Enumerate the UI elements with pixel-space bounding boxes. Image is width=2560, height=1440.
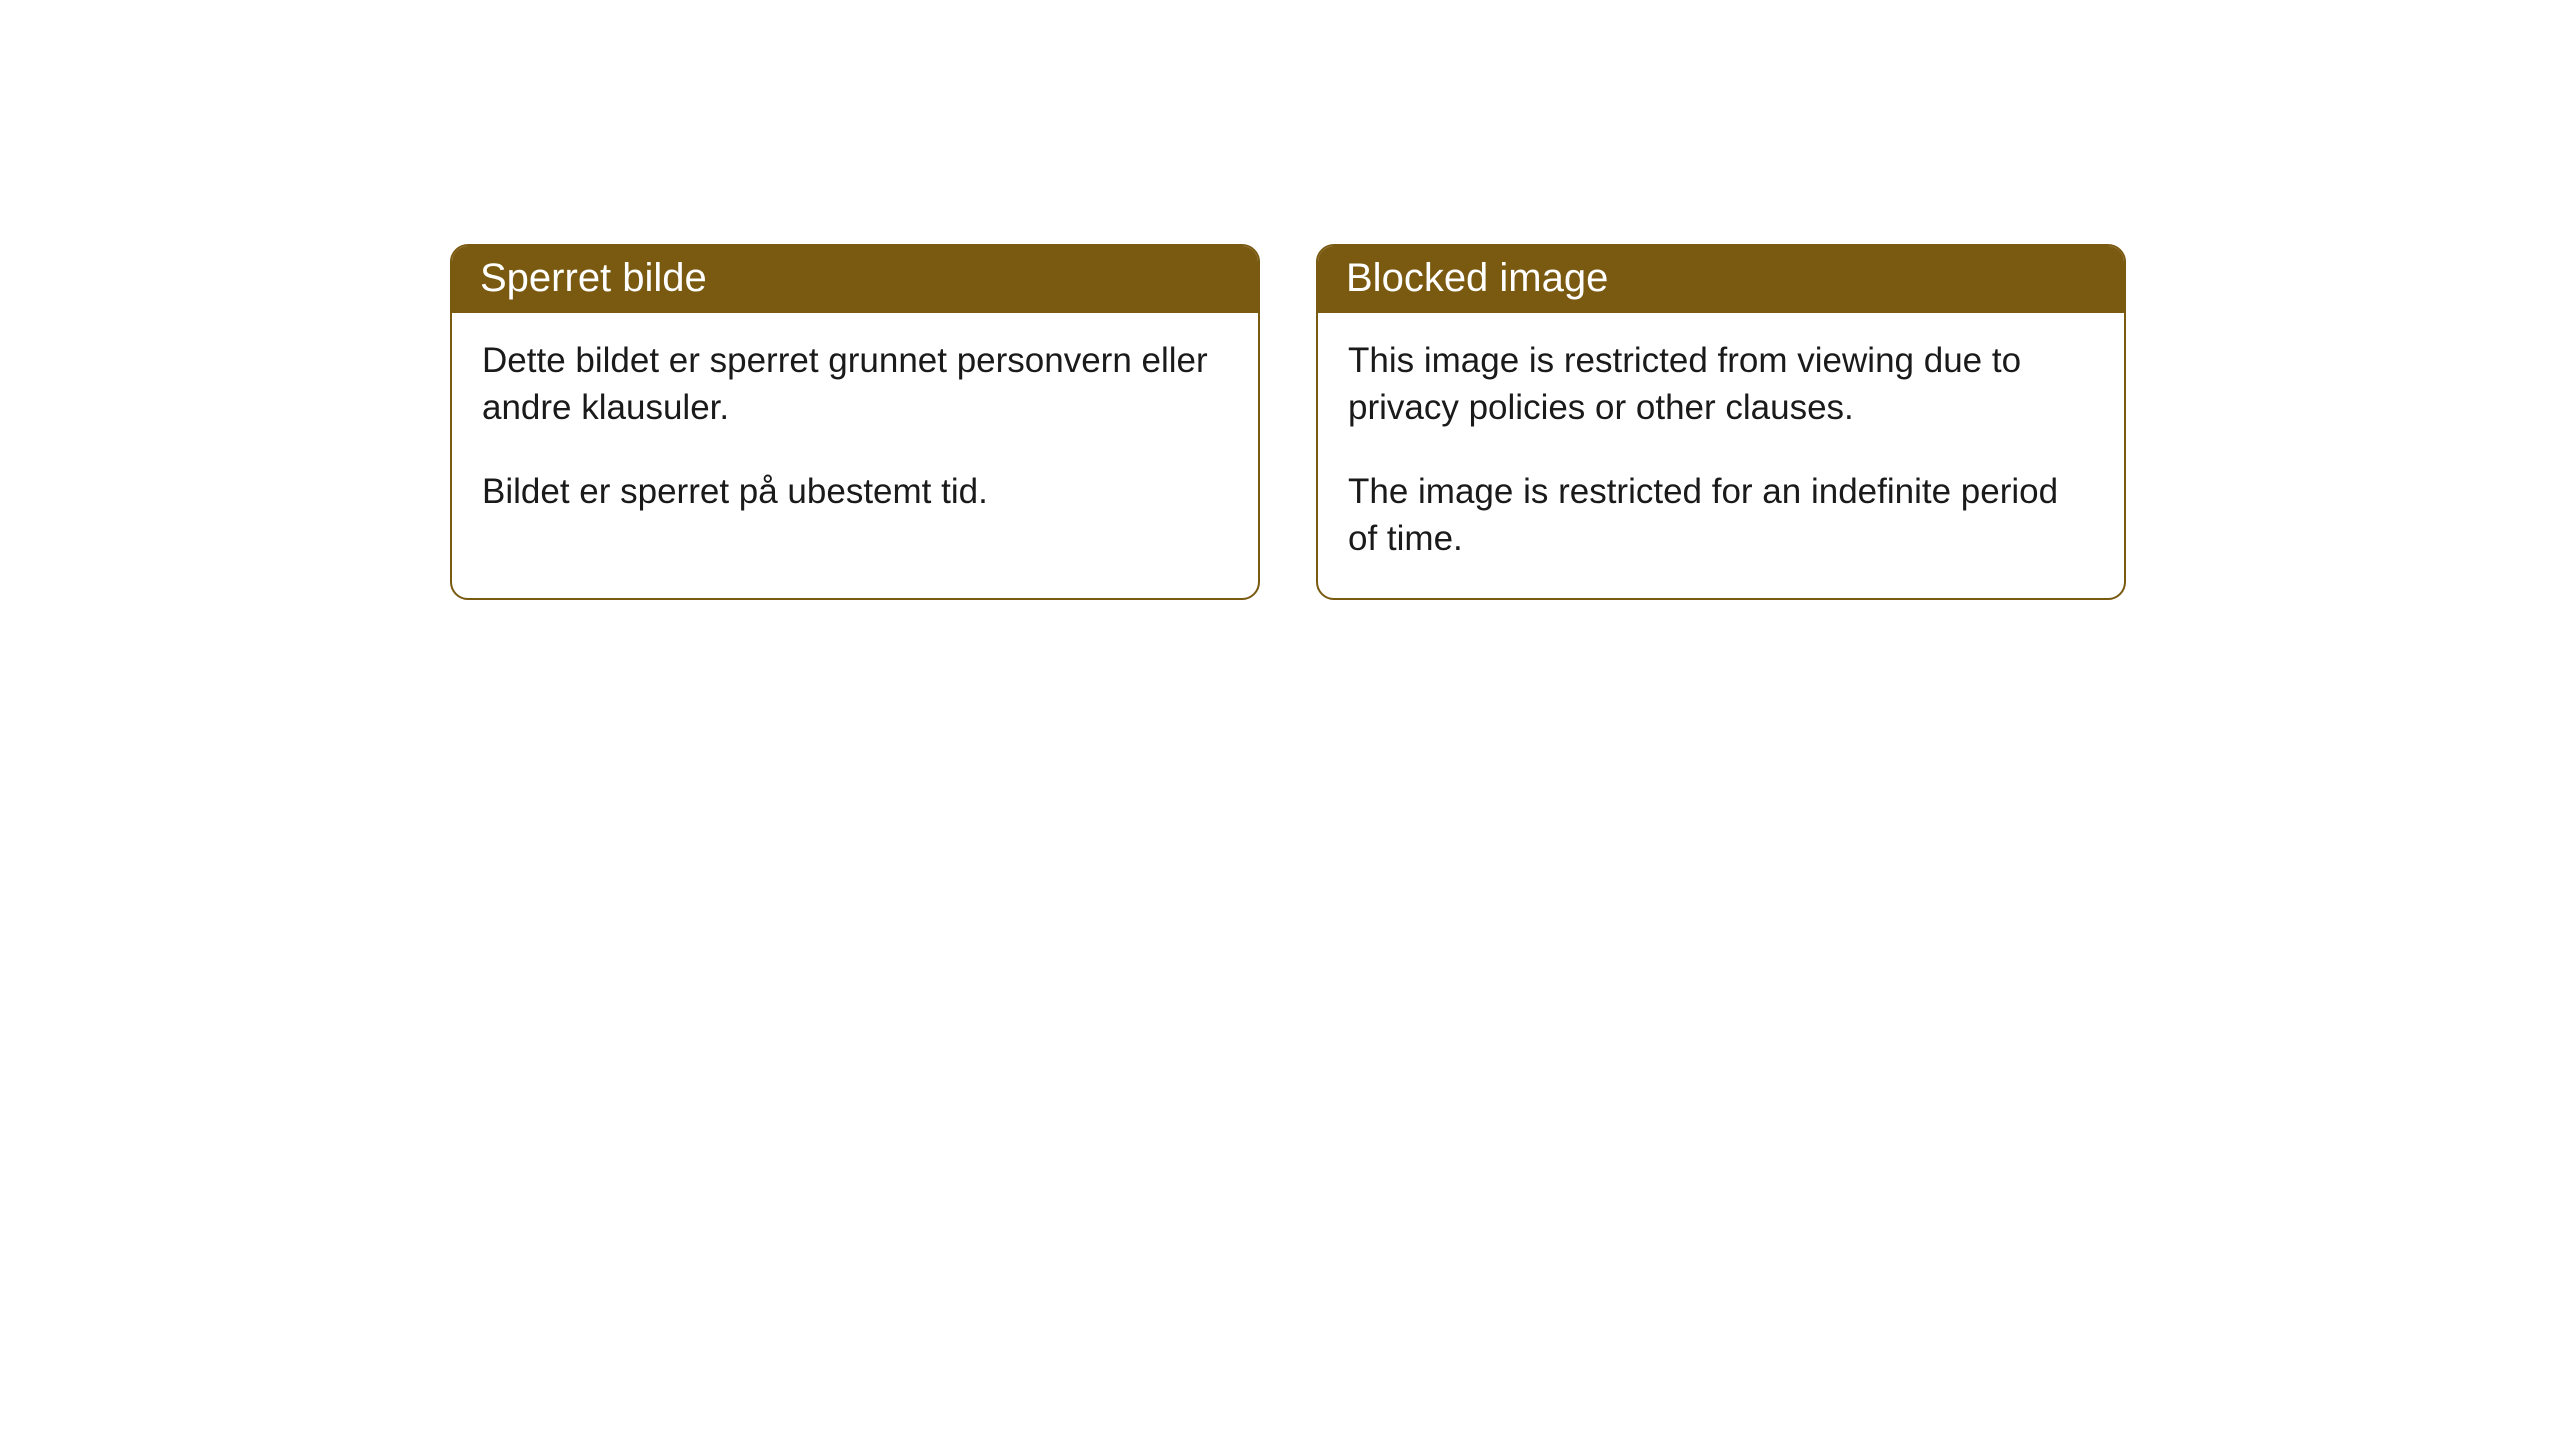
card-paragraph-1: This image is restricted from viewing du…: [1348, 337, 2094, 432]
blocked-image-card-no: Sperret bilde Dette bildet er sperret gr…: [450, 244, 1260, 600]
card-paragraph-2: The image is restricted for an indefinit…: [1348, 468, 2094, 563]
card-paragraph-1: Dette bildet er sperret grunnet personve…: [482, 337, 1228, 432]
card-header: Blocked image: [1318, 246, 2124, 313]
card-body: Dette bildet er sperret grunnet personve…: [452, 313, 1258, 551]
notice-container: Sperret bilde Dette bildet er sperret gr…: [0, 0, 2560, 600]
blocked-image-card-en: Blocked image This image is restricted f…: [1316, 244, 2126, 600]
card-body: This image is restricted from viewing du…: [1318, 313, 2124, 598]
card-paragraph-2: Bildet er sperret på ubestemt tid.: [482, 468, 1228, 515]
card-header: Sperret bilde: [452, 246, 1258, 313]
